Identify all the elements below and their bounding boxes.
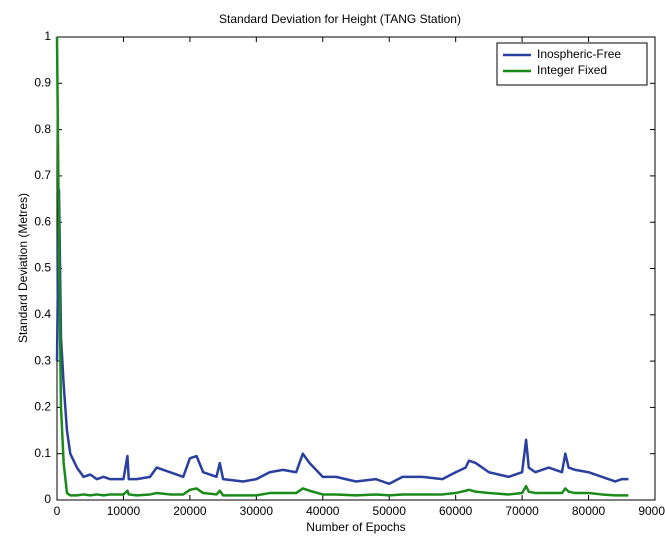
y-tick-label: 0.8 — [34, 122, 51, 136]
x-tick-label: 50000 — [373, 504, 407, 518]
x-tick-label: 30000 — [240, 504, 274, 518]
y-tick-label: 0.1 — [34, 446, 51, 460]
y-tick-label: 1 — [44, 29, 51, 43]
y-tick-label: 0.9 — [34, 75, 51, 89]
legend-label: Inospheric-Free — [537, 47, 621, 61]
y-tick-label: 0.2 — [34, 400, 51, 414]
data-line — [55, 36, 629, 497]
y-axis-label: Standard Deviation (Metres) — [16, 193, 30, 343]
x-tick-label: 10000 — [107, 504, 141, 518]
plot-frame — [56, 36, 656, 501]
x-tick-label: 90000 — [638, 504, 665, 518]
y-tick-label: 0.4 — [34, 307, 51, 321]
x-axis-label: Number of Epochs — [306, 520, 405, 534]
x-tick-label: 0 — [54, 504, 61, 518]
y-tick-label: 0.7 — [34, 168, 51, 182]
y-tick-label: 0.6 — [34, 214, 51, 228]
y-tick-label: 0.5 — [34, 261, 51, 275]
y-tick-label: 0.3 — [34, 353, 51, 367]
y-tick-label: 0 — [44, 492, 51, 506]
chart-title: Standard Deviation for Height (TANG Stat… — [219, 12, 461, 26]
legend-label: Integer Fixed — [537, 63, 607, 77]
legend-box — [496, 42, 648, 86]
x-tick-label: 60000 — [439, 504, 473, 518]
x-tick-label: 70000 — [505, 504, 539, 518]
x-tick-label: 40000 — [306, 504, 340, 518]
x-tick-label: 80000 — [572, 504, 606, 518]
data-line — [55, 188, 629, 486]
x-tick-label: 20000 — [173, 504, 207, 518]
